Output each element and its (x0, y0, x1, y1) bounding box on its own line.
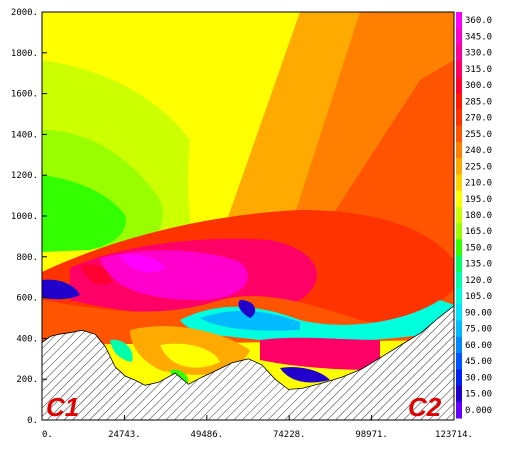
colorbar-label: 15.00 (465, 390, 492, 400)
colorbar-label: 75.00 (465, 325, 492, 335)
terrain-profile (42, 305, 454, 420)
colorbar-swatch (456, 369, 462, 387)
x-tick-label: 98971. (355, 430, 388, 440)
colorbar-swatch (456, 320, 462, 338)
colorbar-label: 105.0 (465, 292, 492, 302)
x-tick-label: 0. (42, 430, 53, 440)
colorbar-label: 165.0 (465, 227, 492, 237)
plot-area (42, 12, 454, 420)
colorbar-swatch (456, 223, 462, 240)
colorbar-swatch (456, 190, 462, 208)
colorbar-label: 345.0 (465, 32, 492, 42)
section-end-label-left: C1 (46, 392, 79, 422)
colorbar-label: 285.0 (465, 97, 492, 107)
x-tick-label: 74228. (273, 430, 306, 440)
y-tick-label: 1000. (11, 212, 38, 222)
section-end-label-right: C2 (408, 392, 442, 422)
x-tick-label: 49486. (191, 430, 224, 440)
colorbar-label: 330.0 (465, 49, 492, 59)
y-tick-label: 400. (16, 334, 38, 344)
colorbar-label: 45.00 (465, 357, 492, 367)
colorbar-label: 0.000 (465, 406, 492, 416)
colorbar-label: 195.0 (465, 195, 492, 205)
y-axis: 0. 200. 400. 600. 800. 1000. 1200. 1400. 1600. 18… (11, 8, 47, 426)
colorbar-label: 255.0 (465, 130, 492, 140)
colorbar-swatch (456, 255, 462, 273)
y-tick-label: 0. (27, 416, 38, 426)
colorbar-swatch (456, 288, 462, 305)
colorbar-swatch (456, 109, 462, 127)
colorbar-swatch (456, 206, 462, 224)
colorbar-swatch (456, 93, 462, 110)
colorbar-swatch (456, 239, 462, 257)
y-tick-label: 2000. (11, 8, 38, 18)
colorbar-swatch (456, 271, 462, 289)
colorbar-swatch (456, 174, 462, 192)
x-tick-label: 24743. (108, 430, 141, 440)
colorbar-swatch (456, 12, 462, 29)
y-tick-label: 800. (16, 253, 38, 263)
colorbar-label: 60.00 (465, 341, 492, 351)
colorbar-swatch (456, 28, 462, 45)
colorbar-swatch (456, 401, 462, 419)
colorbar-label: 120.0 (465, 276, 492, 286)
colorbar-swatch (456, 304, 462, 322)
colorbar-label: 225.0 (465, 162, 492, 172)
colorbar-swatch (456, 60, 462, 78)
y-tick-label: 200. (16, 375, 38, 385)
x-axis: 0. 24743. 49486. 74228. 98971. 123714. (41, 415, 473, 440)
colorbar-label: 180.0 (465, 211, 492, 221)
colorbar-swatch (456, 385, 462, 403)
y-tick-label: 1600. (11, 90, 38, 100)
colorbar-label: 360.0 (465, 16, 492, 26)
colorbar-label: 90.00 (465, 308, 492, 318)
colorbar-swatch (456, 44, 462, 62)
colorbar-swatch (456, 158, 462, 175)
colorbar-swatch (456, 76, 462, 94)
colorbar-label: 300.0 (465, 81, 492, 91)
y-tick-label: 1200. (11, 171, 38, 181)
colorbar-label: 270.0 (465, 114, 492, 124)
colorbar-swatch (456, 141, 462, 159)
colorbar-label: 150.0 (465, 244, 492, 254)
y-tick-label: 1800. (11, 49, 38, 59)
colorbar-label: 135.0 (465, 260, 492, 270)
colorbar: 360.0 345.0 330.0 315.0 300.0 285.0 270.0 255.0… (456, 12, 492, 419)
x-tick-label: 123714. (435, 430, 473, 440)
colorbar-label: 240.0 (465, 146, 492, 156)
colorbar-swatch (456, 353, 462, 370)
colorbar-label: 315.0 (465, 65, 492, 75)
y-tick-label: 1400. (11, 130, 38, 140)
colorbar-swatch (456, 125, 462, 143)
y-tick-label: 600. (16, 294, 38, 304)
colorbar-label: 210.0 (465, 179, 492, 189)
colorbar-label: 30.00 (465, 373, 492, 383)
colorbar-swatch (456, 336, 462, 354)
